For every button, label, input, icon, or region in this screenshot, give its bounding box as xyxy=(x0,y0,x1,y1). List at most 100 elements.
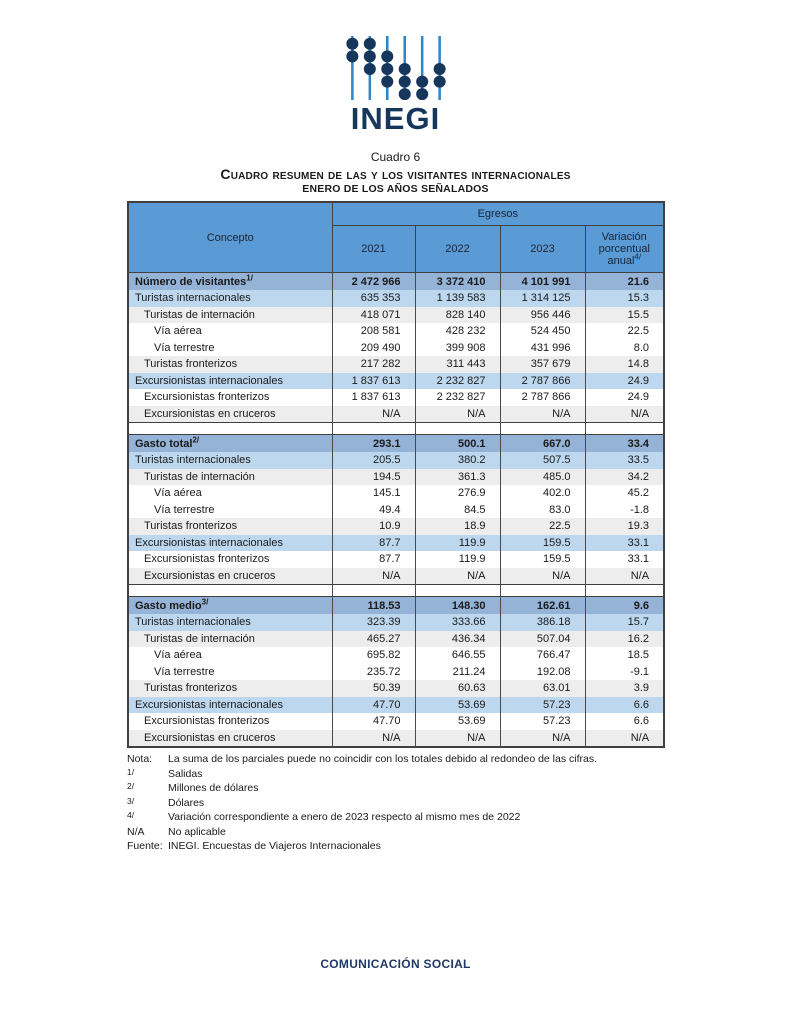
cell-value: 24.9 xyxy=(584,372,665,389)
row-label: Vía aérea xyxy=(128,323,332,340)
footnote-fuente: Fuente: INEGI. Encuestas de Viajeros Int… xyxy=(127,839,672,854)
row-label: Excursionistas en cruceros xyxy=(128,729,332,747)
cell-value: 431 996 xyxy=(499,339,585,356)
cell-value: 18.9 xyxy=(414,518,500,535)
cell-value: 87.7 xyxy=(331,551,415,568)
footnote-item: 3/Dólares xyxy=(127,796,672,811)
footnote-marker: 3/ xyxy=(127,795,135,806)
cell-value: 18.5 xyxy=(584,647,665,664)
cell-value: 57.23 xyxy=(499,713,585,730)
cell-value: 84.5 xyxy=(414,501,500,518)
cell-value: 311 443 xyxy=(414,356,500,373)
footnote-nota: Nota: La suma de los parciales puede no … xyxy=(127,752,672,767)
inegi-abacus-icon xyxy=(345,36,446,100)
cell-value: 436.34 xyxy=(414,630,500,647)
row-label: Excursionistas internacionales xyxy=(128,534,332,551)
cell-value: 47.70 xyxy=(331,696,415,713)
footnote-marker: N/A xyxy=(127,825,145,838)
cell-value: N/A xyxy=(414,567,500,585)
cell-value: 145.1 xyxy=(331,485,415,502)
table-number: Cuadro 6 xyxy=(370,150,421,164)
cell-value: 33.1 xyxy=(584,551,665,568)
cell-value: 205.5 xyxy=(331,452,415,469)
row-label: Vía terrestre xyxy=(128,501,332,518)
row-label: Turistas fronterizos xyxy=(128,680,332,697)
cell-value: 45.2 xyxy=(584,485,665,502)
table-row: Turistas internacionales 635 353 1 139 583… xyxy=(128,290,665,307)
cell-value: 6.6 xyxy=(584,713,665,730)
table-row: Excursionistas en cruceros N/A N/A N/A N/A xyxy=(128,405,665,423)
spacer-cell xyxy=(331,422,415,435)
cell-value: N/A xyxy=(499,405,585,423)
cell-value: 235.72 xyxy=(331,663,415,680)
footnote-text: No aplicable xyxy=(168,825,226,838)
row-label: Excursionistas internacionales xyxy=(128,372,332,389)
cell-value: -9.1 xyxy=(584,663,665,680)
footnote-text: INEGI. Encuestas de Viajeros Internacion… xyxy=(168,840,381,852)
row-label: Turistas de internación xyxy=(128,468,332,485)
cell-value: 828 140 xyxy=(414,306,500,323)
column-header-variacion: Variación porcentual anual4/ xyxy=(584,225,665,273)
cell-value: 22.5 xyxy=(584,323,665,340)
cell-value: 49.4 xyxy=(331,501,415,518)
inegi-logo: INEGI xyxy=(0,0,791,134)
footnote-marker: 1/ xyxy=(127,766,135,777)
section-value: 2 472 966 xyxy=(331,272,415,290)
row-label: Turistas internacionales xyxy=(128,614,332,631)
section-row: Gasto medio3/118.53 148.30 162.61 9.6 xyxy=(128,596,665,614)
footnote-item: 1/Salidas xyxy=(127,767,672,782)
section-label: Gasto medio3/ xyxy=(128,596,332,614)
cell-value: 159.5 xyxy=(499,534,585,551)
cell-value: 194.5 xyxy=(331,468,415,485)
section-row: Número de visitantes1/2 472 966 3 372 410… xyxy=(128,272,665,290)
spacer-cell xyxy=(331,584,415,597)
cell-value: 57.23 xyxy=(499,696,585,713)
cell-value: 2 787 866 xyxy=(499,372,585,389)
cell-value: 60.63 xyxy=(414,680,500,697)
cell-value: 16.2 xyxy=(584,630,665,647)
summary-table-wrap: Concepto Egresos 2021 2022 2023 Variació… xyxy=(127,201,666,748)
table-row: Turistas fronterizos 10.9 18.9 22.5 19.3 xyxy=(128,518,665,535)
cell-value: 33.1 xyxy=(584,534,665,551)
cell-value: 2 787 866 xyxy=(499,389,585,406)
cell-value: N/A xyxy=(331,729,415,747)
footnote-text: Dólares xyxy=(168,796,205,809)
cell-value: 24.9 xyxy=(584,389,665,406)
footer-banner: COMUNICACIÓN SOCIAL xyxy=(320,957,471,971)
row-label: Excursionistas en cruceros xyxy=(128,405,332,423)
table-row: Turistas fronterizos 50.39 60.63 63.01 3.9 xyxy=(128,680,665,697)
section-value: 148.30 xyxy=(414,596,500,614)
section-value: 293.1 xyxy=(331,434,415,452)
cell-value: 217 282 xyxy=(331,356,415,373)
spacer-cell xyxy=(128,584,332,597)
table-row: Turistas de internación 194.5 361.3 485.0 34… xyxy=(128,468,665,485)
section-value: 667.0 xyxy=(499,434,585,452)
cell-value: 192.08 xyxy=(499,663,585,680)
cell-value: 695.82 xyxy=(331,647,415,664)
cell-value: 119.9 xyxy=(414,534,500,551)
cell-value: N/A xyxy=(414,729,500,747)
cell-value: 53.69 xyxy=(414,696,500,713)
row-label: Turistas fronterizos xyxy=(128,356,332,373)
row-label: Turistas internacionales xyxy=(128,290,332,307)
cell-value: 766.47 xyxy=(499,647,585,664)
footnote-label: Fuente: xyxy=(127,840,163,852)
cell-value: -1.8 xyxy=(584,501,665,518)
cell-value: 357 679 xyxy=(499,356,585,373)
table-row: Turistas fronterizos 217 282 311 443 357 67… xyxy=(128,356,665,373)
group-header-egresos: Egresos xyxy=(331,201,665,226)
section-value: 21.6 xyxy=(584,272,665,290)
table-row: Excursionistas fronterizos 87.7 119.9 159.5… xyxy=(128,551,665,568)
cell-value: 14.8 xyxy=(584,356,665,373)
footnote-item: 2/Millones de dólares xyxy=(127,781,672,796)
cell-value: 87.7 xyxy=(331,534,415,551)
cell-value: 428 232 xyxy=(414,323,500,340)
page-subtitle: ENERO DE LOS AÑOS SEÑALADOS xyxy=(302,183,489,195)
row-label: Vía terrestre xyxy=(128,663,332,680)
cell-value: 159.5 xyxy=(499,551,585,568)
footnote-label: Nota: xyxy=(127,753,153,765)
spacer-cell xyxy=(584,422,665,435)
cell-value: 22.5 xyxy=(499,518,585,535)
footnote-text: Salidas xyxy=(168,767,203,780)
